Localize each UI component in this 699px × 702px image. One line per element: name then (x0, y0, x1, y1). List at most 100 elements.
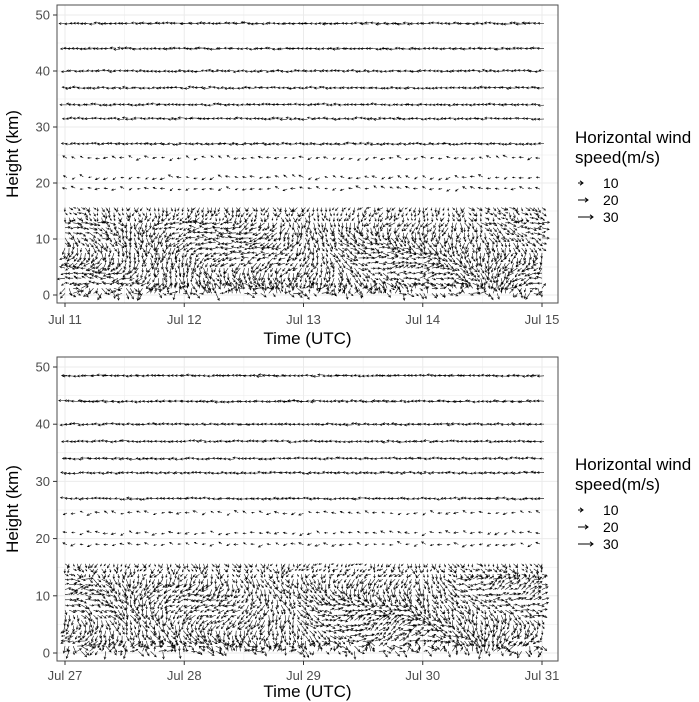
wind-arrow (440, 440, 447, 443)
wind-arrow (321, 252, 325, 260)
wind-arrow (537, 247, 542, 251)
wind-arrow (240, 236, 249, 240)
wind-arrow (181, 257, 184, 266)
wind-arrow (240, 257, 245, 262)
wind-arrow (533, 293, 539, 296)
wind-arrow (475, 457, 483, 461)
wind-arrow (142, 625, 148, 632)
wind-arrow (524, 496, 532, 500)
wind-arrow (206, 257, 212, 261)
wind-arrow (177, 263, 181, 270)
wind-arrow (411, 261, 418, 265)
wind-arrow (244, 231, 253, 235)
wind-arrow (395, 255, 399, 259)
wind-arrow (150, 252, 154, 259)
wind-arrow (121, 497, 129, 501)
wind-arrow (379, 423, 386, 427)
wind-arrow (227, 288, 231, 292)
wind-arrow (514, 625, 518, 631)
wind-arrow (382, 117, 390, 120)
wind-arrow (333, 616, 342, 621)
wind-arrow (79, 533, 84, 536)
wind-arrow (103, 651, 107, 660)
wind-arrow (374, 254, 382, 259)
wind-arrow (68, 242, 71, 248)
wind-arrow (499, 625, 503, 633)
wind-arrow (433, 232, 437, 238)
wind-arrow (162, 635, 166, 642)
wind-arrow (346, 252, 350, 259)
wind-arrow (354, 288, 359, 292)
wind-arrow (133, 116, 141, 120)
wind-arrow (456, 262, 463, 268)
wind-arrow (303, 640, 307, 650)
wind-arrow (228, 630, 233, 636)
wind-arrow (435, 242, 438, 248)
wind-arrow (69, 497, 76, 501)
wind-arrow (101, 85, 108, 89)
wind-arrow (315, 257, 319, 266)
wind-arrow (213, 257, 221, 263)
wind-arrow (250, 22, 259, 26)
wind-arrow (427, 645, 435, 650)
wind-arrow (175, 496, 182, 500)
wind-arrow (506, 283, 510, 291)
wind-arrow (157, 217, 160, 224)
wind-arrow (388, 530, 394, 533)
wind-arrow (447, 374, 455, 378)
wind-arrow (451, 471, 459, 475)
wind-arrow (492, 278, 496, 284)
wind-arrow (171, 237, 176, 240)
wind-arrow (415, 252, 423, 256)
wind-arrow (426, 227, 430, 234)
wind-arrow (102, 272, 110, 277)
wind-arrow (493, 263, 498, 271)
wind-arrow (162, 268, 166, 277)
wind-arrow (320, 423, 328, 427)
wind-arrow (94, 635, 98, 642)
wind-arrow (405, 175, 410, 179)
wind-arrow (387, 277, 394, 281)
wind-arrow (117, 212, 121, 216)
wind-arrow (409, 227, 412, 233)
wind-arrow (145, 242, 148, 249)
wind-arrow (504, 267, 510, 271)
wind-arrow (374, 261, 379, 264)
wind-arrow (215, 471, 222, 475)
wind-arrow (469, 175, 475, 178)
wind-arrow (480, 635, 484, 640)
wind-arrow (231, 207, 234, 214)
wind-arrow (489, 262, 494, 270)
wind-arrow (502, 399, 512, 403)
wind-arrow (478, 252, 482, 260)
wind-arrow (391, 261, 396, 264)
wind-arrow (151, 263, 155, 270)
wind-arrow (537, 237, 542, 241)
wind-arrow (462, 186, 467, 190)
wind-arrow (354, 257, 359, 261)
wind-arrow (109, 282, 114, 286)
wind-arrow (520, 277, 526, 281)
wind-arrow (499, 635, 503, 644)
wind-arrow (206, 207, 210, 214)
wind-arrow (218, 231, 225, 235)
wind-arrow (537, 207, 541, 214)
wind-arrow (161, 422, 169, 425)
wind-arrow (298, 141, 304, 145)
wind-arrow (391, 264, 399, 269)
wind-arrow (518, 531, 524, 534)
wind-arrow (173, 85, 182, 89)
wind-arrow (505, 232, 510, 235)
wind-arrow (88, 22, 96, 26)
wind-arrow (196, 262, 200, 269)
wind-arrow (382, 628, 389, 632)
wind-arrow (366, 273, 370, 279)
wind-arrow (109, 217, 112, 221)
wind-arrow (476, 292, 481, 295)
wind-arrow (486, 257, 490, 264)
wind-arrow (288, 217, 291, 222)
wind-arrow (470, 237, 473, 243)
wind-arrow (291, 283, 295, 292)
wind-arrow (428, 103, 434, 107)
